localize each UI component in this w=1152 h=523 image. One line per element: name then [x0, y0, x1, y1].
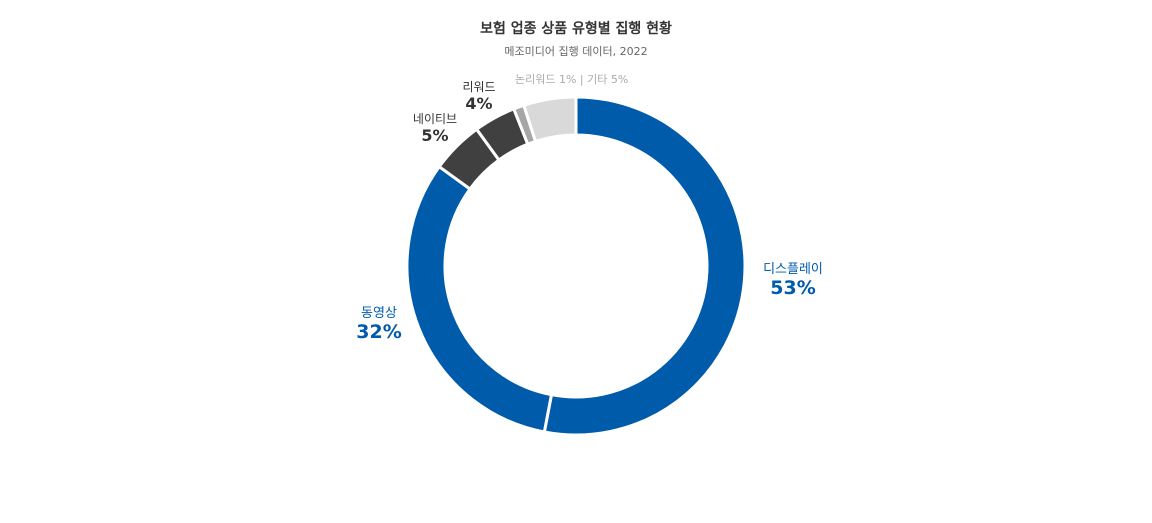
chart-title: 보험 업종 상품 유형별 집행 현황 [480, 21, 672, 37]
label-display-pct: 53% [770, 277, 816, 299]
label-reward: 리워드 4% [447, 78, 511, 113]
slice-video [405, 164, 554, 434]
chart-subtitle: 메조미디어 집행 데이터, 2022 [504, 45, 648, 58]
label-display-name: 디스플레이 [763, 262, 823, 277]
minor-slices-note: 논리워드 1% | 기타 5% [515, 73, 629, 86]
label-reward-pct: 4% [465, 94, 493, 113]
slice-other [521, 95, 578, 144]
label-video-name: 동영상 [361, 306, 397, 321]
slice-display [542, 95, 747, 437]
label-video-pct: 32% [356, 321, 402, 343]
label-display: 디스플레이 53% [748, 258, 838, 299]
label-reward-name: 리워드 [462, 80, 496, 94]
label-native-pct: 5% [421, 126, 449, 145]
label-native-name: 네이티브 [412, 112, 458, 126]
label-video: 동영상 32% [334, 302, 424, 343]
label-native: 네이티브 5% [400, 110, 470, 145]
